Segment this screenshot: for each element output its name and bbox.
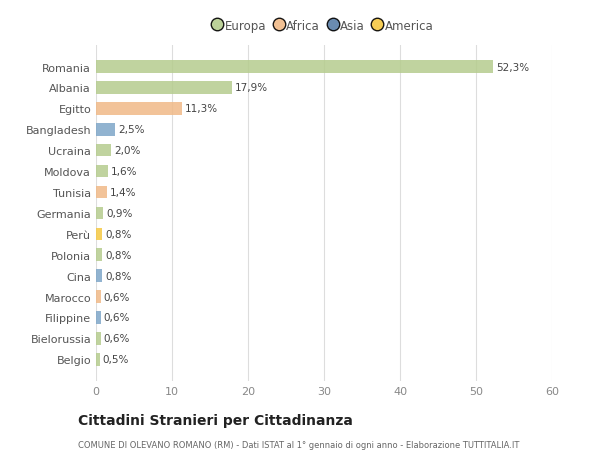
Bar xyxy=(96,103,182,115)
Text: 0,8%: 0,8% xyxy=(105,271,131,281)
Bar xyxy=(96,165,108,178)
Bar xyxy=(96,61,493,73)
Bar xyxy=(96,291,101,303)
Bar xyxy=(96,332,101,345)
Legend: Europa, Africa, Asia, America: Europa, Africa, Asia, America xyxy=(209,15,439,37)
Bar xyxy=(96,353,100,366)
Text: 0,6%: 0,6% xyxy=(104,292,130,302)
Text: 2,5%: 2,5% xyxy=(118,125,145,135)
Text: 17,9%: 17,9% xyxy=(235,83,268,93)
Bar xyxy=(96,270,102,282)
Text: 2,0%: 2,0% xyxy=(114,146,140,156)
Text: 1,4%: 1,4% xyxy=(110,188,136,197)
Text: 0,8%: 0,8% xyxy=(105,250,131,260)
Text: 11,3%: 11,3% xyxy=(185,104,218,114)
Text: 0,6%: 0,6% xyxy=(104,334,130,344)
Text: COMUNE DI OLEVANO ROMANO (RM) - Dati ISTAT al 1° gennaio di ogni anno - Elaboraz: COMUNE DI OLEVANO ROMANO (RM) - Dati IST… xyxy=(78,441,520,449)
Bar xyxy=(96,186,107,199)
Text: 1,6%: 1,6% xyxy=(111,167,138,177)
Text: 0,8%: 0,8% xyxy=(105,230,131,239)
Text: 0,6%: 0,6% xyxy=(104,313,130,323)
Bar xyxy=(96,82,232,95)
Text: 0,9%: 0,9% xyxy=(106,208,132,218)
Text: Cittadini Stranieri per Cittadinanza: Cittadini Stranieri per Cittadinanza xyxy=(78,414,353,428)
Text: 0,5%: 0,5% xyxy=(103,354,129,364)
Bar xyxy=(96,249,102,262)
Bar xyxy=(96,145,111,157)
Bar xyxy=(96,312,101,324)
Bar xyxy=(96,207,103,220)
Text: 52,3%: 52,3% xyxy=(497,62,530,73)
Bar xyxy=(96,124,115,136)
Bar xyxy=(96,228,102,241)
